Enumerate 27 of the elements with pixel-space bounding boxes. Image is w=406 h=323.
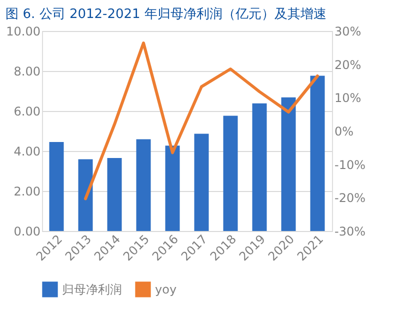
y2-tick-label: 10% — [334, 91, 362, 106]
bar — [49, 142, 64, 231]
bar — [107, 158, 122, 231]
chart-title: 图 6. 公司 2012-2021 年归母净利润（亿元）及其增速 — [6, 7, 326, 22]
y-tick-label: 0.00 — [14, 224, 40, 238]
bar — [252, 103, 267, 231]
y-tick-label: 8.00 — [14, 64, 40, 78]
y2-tick-label: -30% — [334, 224, 366, 238]
y-tick-label: 4.00 — [14, 144, 40, 158]
y2-tick-label: -10% — [334, 158, 366, 172]
y2-tick-label: -20% — [334, 191, 366, 206]
bar — [281, 97, 296, 231]
y-tick-label: 10.00 — [6, 24, 40, 38]
bar — [223, 116, 238, 231]
y2-tick-label: 0% — [334, 124, 354, 138]
bar — [136, 139, 151, 231]
legend-label: yoy — [155, 282, 177, 296]
y2-tick-label: 30% — [334, 24, 362, 38]
legend-label: 归母净利润 — [62, 282, 122, 296]
bar — [165, 146, 180, 231]
y-tick-label: 2.00 — [14, 184, 40, 198]
bar — [78, 159, 93, 231]
y-tick-label: 6.00 — [14, 104, 40, 118]
y2-tick-label: 20% — [334, 58, 362, 72]
bar — [310, 76, 325, 231]
bar — [194, 134, 209, 231]
line-series — [84, 42, 319, 200]
